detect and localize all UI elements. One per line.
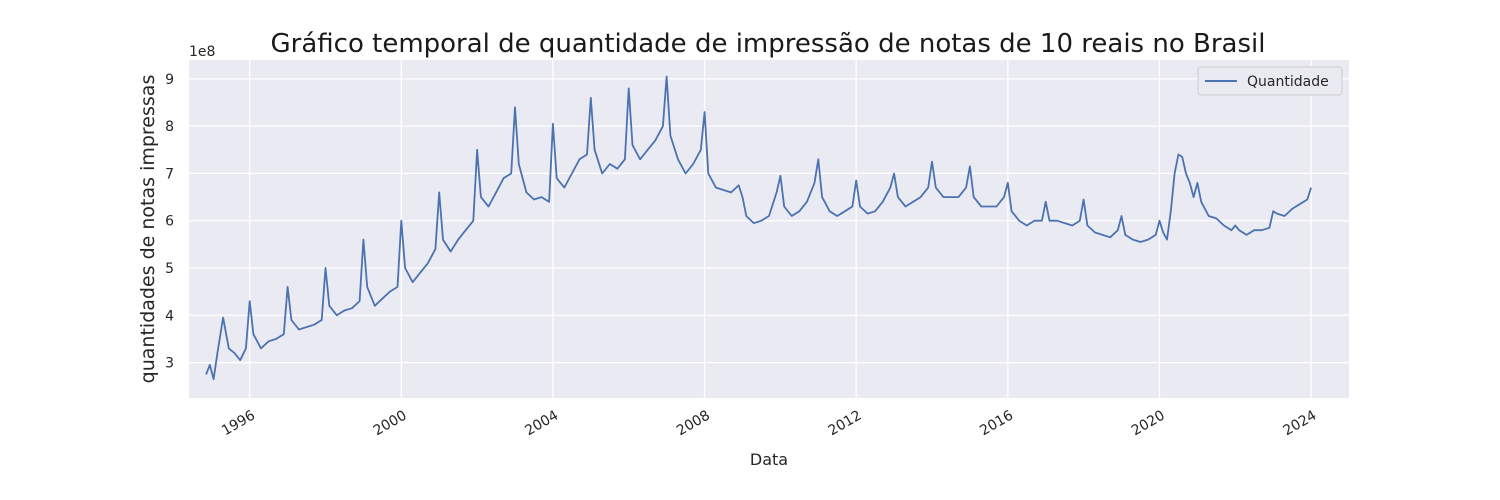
x-tick-label: 1996 (219, 407, 258, 439)
y-tick-label: 3 (165, 356, 174, 372)
x-tick-label: 2008 (674, 408, 713, 440)
x-tick-label: 2020 (1129, 408, 1168, 440)
y-tick-label: 9 (165, 72, 174, 88)
legend-label: Quantidade (1247, 74, 1329, 90)
legend: Quantidade (1197, 66, 1343, 96)
x-tick-label: 2000 (371, 408, 410, 440)
x-tick-label: 2024 (1281, 407, 1320, 439)
y-tick-labels: 3 4 5 6 7 8 9 (165, 72, 174, 372)
y-axis-label: quantidades de notas impressas (137, 75, 159, 384)
plot-area (189, 60, 1349, 398)
y-tick-label: 5 (165, 261, 174, 277)
legend-box (1197, 66, 1343, 96)
chart-title: Gráfico temporal de quantidade de impres… (271, 29, 1266, 59)
x-tick-label: 2016 (977, 407, 1016, 439)
x-tick-label: 2012 (826, 408, 865, 440)
series-layer (205, 75, 1312, 380)
y-tick-label: 6 (165, 214, 174, 230)
y-scale-label: 1e8 (189, 44, 215, 60)
series-line (205, 75, 1312, 380)
y-tick-label: 4 (165, 308, 174, 324)
y-grid (189, 78, 1349, 364)
y-tick-label: 8 (165, 119, 174, 135)
x-tick-labels: 1996 2000 2004 2008 2012 2016 2020 2024 (219, 407, 1319, 439)
y-tick-label: 7 (165, 166, 174, 182)
x-tick-label: 2004 (522, 407, 561, 439)
x-axis-label: Data (750, 450, 788, 469)
